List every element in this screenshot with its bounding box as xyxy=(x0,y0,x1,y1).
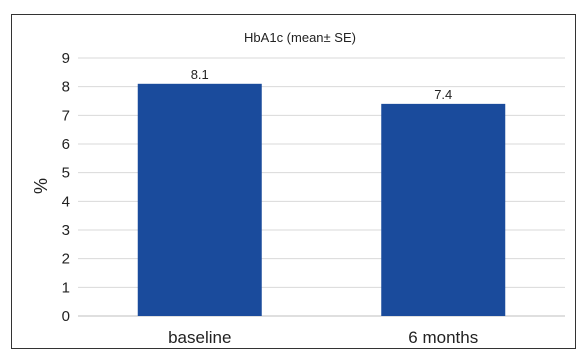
y-tick-label-1: 1 xyxy=(62,279,70,296)
y-tick-label-4: 4 xyxy=(62,193,70,210)
y-tick-label-9: 9 xyxy=(62,50,70,67)
y-tick-label-3: 3 xyxy=(62,222,70,239)
y-tick-label-6: 6 xyxy=(62,136,70,153)
chart-title: HbA1c (mean± SE) xyxy=(244,30,356,45)
data-label-baseline: 8.1 xyxy=(191,67,209,82)
y-tick-label-5: 5 xyxy=(62,165,70,182)
y-axis-label: % xyxy=(31,178,51,194)
data-labels: 8.1 7.4 xyxy=(191,67,453,102)
bars xyxy=(137,83,506,316)
y-tick-label-8: 8 xyxy=(62,79,70,96)
y-tick-label-7: 7 xyxy=(62,107,70,124)
y-tick-label-0: 0 xyxy=(62,308,70,325)
data-label-6-months: 7.4 xyxy=(434,87,452,102)
category-labels: baseline 6 months xyxy=(168,328,478,347)
y-axis-ticks: 0 1 2 3 4 5 6 7 8 9 xyxy=(62,50,70,325)
bar-baseline xyxy=(137,83,262,316)
y-tick-label-2: 2 xyxy=(62,251,70,268)
bar-6-months xyxy=(381,103,506,316)
category-label-baseline: baseline xyxy=(168,328,231,347)
category-label-6-months: 6 months xyxy=(408,328,478,347)
